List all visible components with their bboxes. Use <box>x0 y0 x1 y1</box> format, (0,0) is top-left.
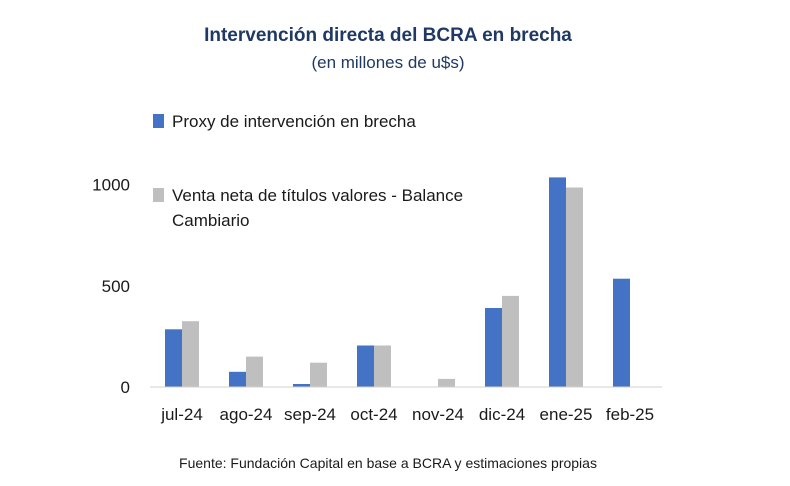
bar-venta-neta-nov-24 <box>438 378 455 387</box>
x-tick-label: dic-24 <box>479 405 525 424</box>
bar-proxy-sep-24 <box>293 384 310 387</box>
bar-venta-neta-oct-24 <box>374 345 391 387</box>
bar-venta-neta-ene-25 <box>566 187 583 387</box>
legend-swatch-venta-neta <box>153 188 164 202</box>
chart-title: Intervención directa del BCRA en brecha <box>204 25 572 46</box>
x-axis-ticks: jul-24 ago-24 sep-24 oct-24 nov-24 dic-24 ene-… <box>160 405 654 424</box>
y-tick-label: 0 <box>121 378 130 397</box>
legend-label-venta-neta-line1: Venta neta de títulos valores - Balance <box>172 186 463 205</box>
bar-proxy-dic-24 <box>485 308 502 387</box>
chart-subtitle: (en millones de u$s) <box>311 53 464 72</box>
bar-venta-neta-sep-24 <box>310 362 327 387</box>
bar-proxy-jul-24 <box>165 329 182 387</box>
bar-venta-neta-dic-24 <box>502 295 519 387</box>
bar-proxy-ene-25 <box>549 177 566 387</box>
legend-label-venta-neta-line2: Cambiario <box>172 211 249 230</box>
bar-proxy-oct-24 <box>357 345 374 387</box>
bar-proxy-feb-25 <box>613 278 630 387</box>
y-axis-ticks: 0 500 1000 <box>92 176 130 398</box>
x-tick-label: jul-24 <box>160 405 203 424</box>
x-tick-label: oct-24 <box>350 405 397 424</box>
legend-label-proxy: Proxy de intervención en brecha <box>172 112 416 131</box>
x-tick-label: feb-25 <box>606 405 654 424</box>
bar-venta-neta-ago-24 <box>246 356 263 387</box>
source-note: Fuente: Fundación Capital en base a BCRA… <box>179 455 597 471</box>
y-tick-label: 1000 <box>92 176 130 195</box>
legend: Proxy de intervención en brecha Venta ne… <box>153 112 463 230</box>
bars <box>165 177 630 387</box>
x-tick-label: ago-24 <box>220 405 273 424</box>
legend-swatch-proxy <box>153 114 164 128</box>
y-tick-label: 500 <box>102 277 130 296</box>
x-tick-label: sep-24 <box>284 405 336 424</box>
bar-proxy-ago-24 <box>229 371 246 387</box>
x-tick-label: ene-25 <box>540 405 593 424</box>
x-tick-label: nov-24 <box>412 405 464 424</box>
bar-venta-neta-jul-24 <box>182 321 199 387</box>
